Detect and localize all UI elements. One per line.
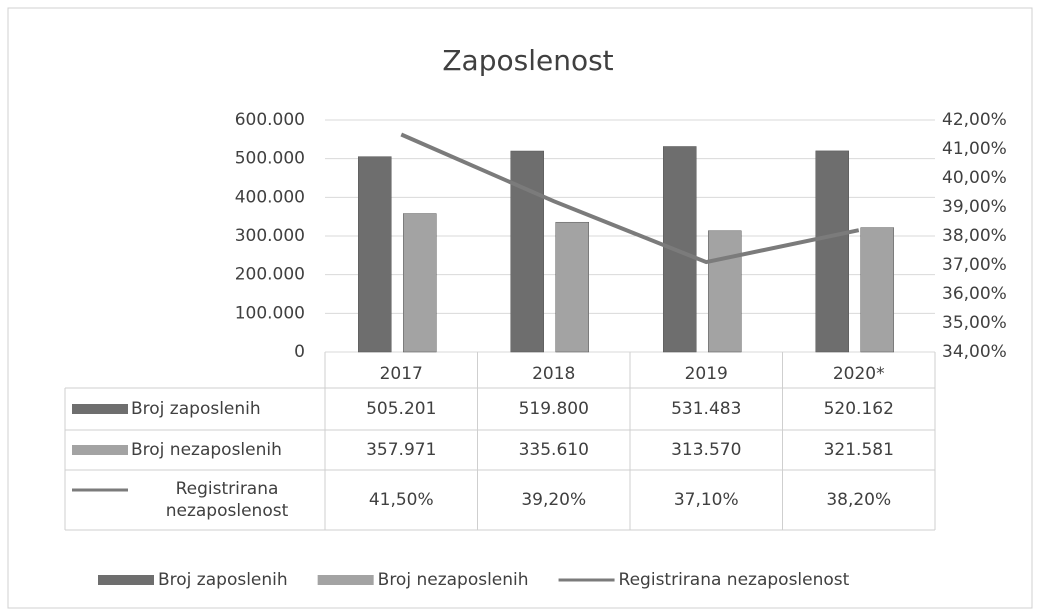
y-tick-label: 100.000 <box>235 303 305 323</box>
y2-tick-label: 38,00% <box>942 226 1007 246</box>
table-key <box>72 445 128 455</box>
legend-key <box>98 575 154 585</box>
bar <box>708 230 742 353</box>
y-tick-label: 600.000 <box>235 110 305 130</box>
table-value: 321.581 <box>824 440 894 460</box>
y2-tick-label: 34,00% <box>942 342 1007 362</box>
y2-tick-label: 40,00% <box>942 168 1007 188</box>
y-tick-label: 400.000 <box>235 187 305 207</box>
y2-tick-label: 39,00% <box>942 197 1007 217</box>
y2-tick-label: 41,00% <box>942 139 1007 159</box>
table-value: 335.610 <box>519 440 589 460</box>
x-tick-label: 2017 <box>380 364 423 384</box>
y2-tick-label: 37,00% <box>942 255 1007 275</box>
table-row-label: Broj zaposlenih <box>131 399 261 419</box>
table-value: 505.201 <box>366 399 436 419</box>
legend-label: Registrirana nezaposlenost <box>619 570 850 590</box>
table-value: 39,20% <box>521 490 586 510</box>
table-row-label: Registrirana nezaposlenost <box>165 479 289 521</box>
y2-tick-label: 42,00% <box>942 110 1007 130</box>
line <box>400 132 860 265</box>
y-tick-label: 500.000 <box>235 149 305 169</box>
table-value: 531.483 <box>671 399 741 419</box>
y-tick-label: 200.000 <box>235 265 305 285</box>
bar <box>860 227 894 353</box>
table-value: 313.570 <box>671 440 741 460</box>
x-tick-label: 2018 <box>532 364 575 384</box>
x-tick-label: 2020* <box>833 364 885 384</box>
y-tick-label: 300.000 <box>235 226 305 246</box>
table-row-label-box: Registrirana nezaposlenost <box>165 479 289 521</box>
y2-tick-label: 35,00% <box>942 313 1007 333</box>
legend-label: Broj nezaposlenih <box>378 570 529 590</box>
bar <box>663 146 697 353</box>
table-value: 37,10% <box>674 490 739 510</box>
bar <box>358 156 392 353</box>
chart-title: Zaposlenost <box>442 44 613 77</box>
bar <box>403 213 437 353</box>
table-value: 520.162 <box>824 399 894 419</box>
bar <box>555 221 589 353</box>
x-tick-label: 2019 <box>685 364 728 384</box>
legend-key <box>317 575 374 585</box>
table-value: 519.800 <box>519 399 589 419</box>
bar <box>510 150 544 353</box>
table-value: 357.971 <box>366 440 436 460</box>
table-value: 41,50% <box>369 490 434 510</box>
table-key <box>72 404 128 414</box>
y2-tick-label: 36,00% <box>942 284 1007 304</box>
table-row-label: Broj nezaposlenih <box>131 440 282 460</box>
table-value: 38,20% <box>826 490 891 510</box>
legend-label: Broj zaposlenih <box>158 570 288 590</box>
bar <box>815 150 849 353</box>
y-tick-label: 0 <box>294 342 305 362</box>
